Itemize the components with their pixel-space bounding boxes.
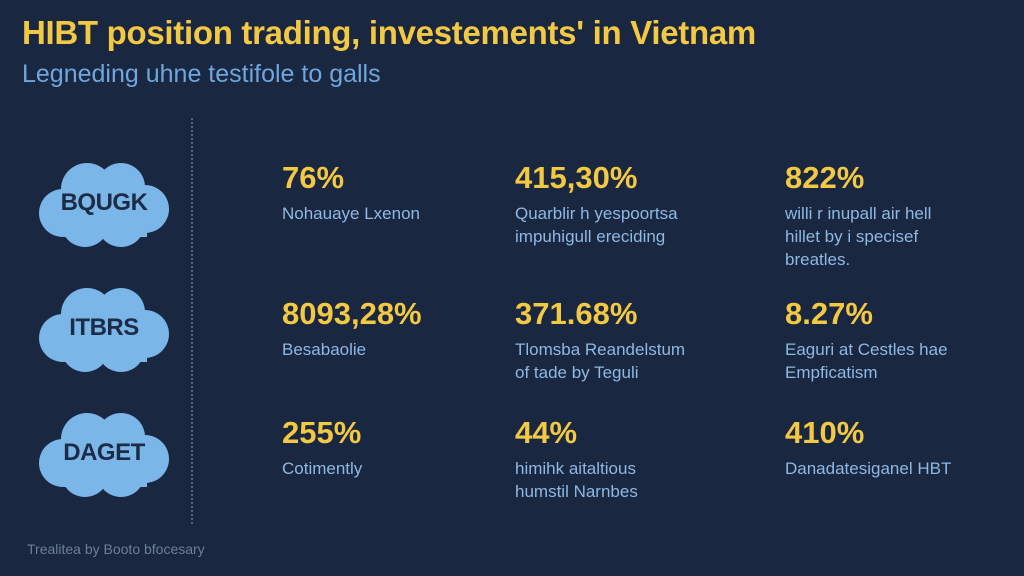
stat-cell-r3-c3: 410% Danadatesiganel HBT — [785, 415, 1015, 480]
stat-value: 76% — [282, 160, 345, 195]
stat-cell-r1-c3: 822% willi r inupall air hell hillet by … — [785, 160, 1015, 271]
stat-description: Eaguri at Cestles hae Empficatism — [785, 340, 948, 382]
stat-description: Danadatesiganel HBT — [785, 459, 952, 478]
stat-value: 8.27% — [785, 296, 873, 331]
page-subtitle: Legneding uhne testifole to galls — [22, 60, 381, 88]
cloud-badge-label: DAGET — [63, 439, 145, 466]
stat-description: Besabaolie — [282, 340, 367, 359]
stat-cell-r1-c1: 76% Nohauaye Lxenon — [282, 160, 512, 225]
cloud-icon — [39, 413, 169, 497]
cloud-badge-row-2: ITBRS — [37, 282, 171, 374]
footer-credit: Trealitea by Booto bfocesary — [27, 541, 205, 557]
stat-value: 371.68% — [515, 296, 638, 331]
stat-value: 415,30% — [515, 160, 638, 195]
stat-cell-r2-c1: 8093,28% Besabaolie — [282, 296, 512, 361]
stat-value: 8093,28% — [282, 296, 422, 331]
stat-cell-r2-c2: 371.68% Tlomsba Reandelstum of tade by T… — [515, 296, 745, 384]
stat-description: Quarblir h yespoortsa impuhigull erecidi… — [515, 204, 678, 246]
stat-value: 44% — [515, 415, 578, 450]
stat-value: 255% — [282, 415, 362, 450]
stat-description: willi r inupall air hell hillet by i spe… — [785, 204, 932, 269]
stat-cell-r3-c1: 255% Cotimently — [282, 415, 512, 480]
stat-value: 410% — [785, 415, 865, 450]
stat-cell-r3-c2: 44% himihk aitaltious humstil Narnbes — [515, 415, 745, 503]
stat-cell-r1-c2: 415,30% Quarblir h yespoortsa impuhigull… — [515, 160, 745, 248]
cloud-badge-label: ITBRS — [69, 314, 139, 341]
stat-description: Cotimently — [282, 459, 363, 478]
cloud-badge-label: BQUGK — [60, 189, 148, 216]
stat-description: himihk aitaltious humstil Narnbes — [515, 459, 638, 501]
cloud-badge-row-1: BQUGK — [37, 157, 171, 249]
stat-description: Nohauaye Lxenon — [282, 204, 421, 223]
stat-value: 822% — [785, 160, 865, 195]
cloud-icon — [39, 163, 169, 247]
cloud-badge-row-3: DAGET — [37, 407, 171, 499]
stat-description: Tlomsba Reandelstum of tade by Teguli — [515, 340, 686, 382]
stat-cell-r2-c3: 8.27% Eaguri at Cestles hae Empficatism — [785, 296, 1015, 384]
cloud-icon — [39, 288, 169, 372]
page-title: HIBT position trading, investements' in … — [22, 14, 756, 51]
vertical-divider — [191, 118, 193, 524]
